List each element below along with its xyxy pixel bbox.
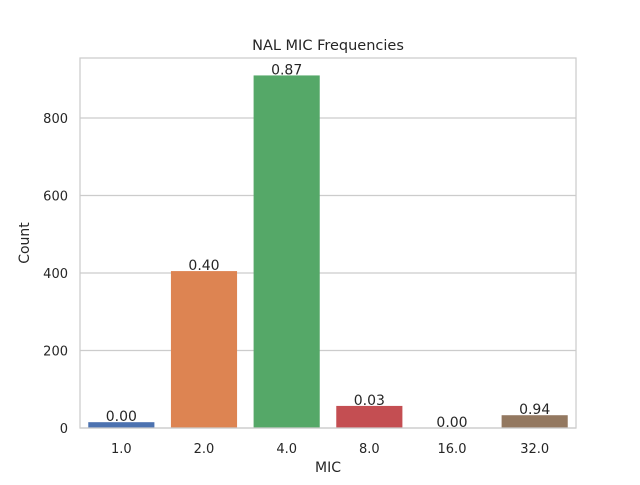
x-tick-label: 8.0: [359, 442, 380, 457]
bar: [253, 75, 320, 428]
gridlines: [80, 117, 576, 429]
x-tick-label: 2.0: [194, 442, 215, 457]
y-axis-label: Count: [17, 222, 33, 264]
bar-value-label: 0.94: [519, 402, 550, 418]
x-tick-label: 16.0: [438, 442, 467, 457]
y-tick-label: 400: [43, 267, 68, 282]
x-tick-label: 1.0: [111, 442, 132, 457]
y-tick-label: 0: [60, 422, 68, 437]
axis-ticks: 0 200 400 600 800 1.0 2.0 4.0 8.0 16.0 32.0: [43, 112, 549, 457]
x-tick-label: 4.0: [276, 442, 297, 457]
bar-value-labels: 0.00 0.40 0.87 0.03 0.00 0.94: [106, 62, 551, 431]
bar: [170, 271, 238, 428]
y-tick-label: 600: [43, 190, 68, 205]
y-tick-label: 200: [43, 345, 68, 360]
bar-value-label: 0.40: [188, 258, 219, 274]
y-tick-label: 800: [43, 112, 68, 127]
bar-value-label: 0.00: [436, 415, 467, 431]
x-axis-label: MIC: [315, 460, 341, 476]
bar-value-label: 0.00: [106, 409, 137, 425]
bars: [88, 75, 568, 428]
chart-title: NAL MIC Frequencies: [252, 38, 404, 54]
bar: [336, 405, 403, 428]
bar-value-label: 0.87: [271, 62, 302, 78]
plot-frame: [79, 57, 577, 429]
bar-value-label: 0.03: [354, 393, 385, 409]
bar: [88, 422, 155, 428]
x-tick-label: 32.0: [520, 442, 549, 457]
bar: [501, 415, 568, 428]
